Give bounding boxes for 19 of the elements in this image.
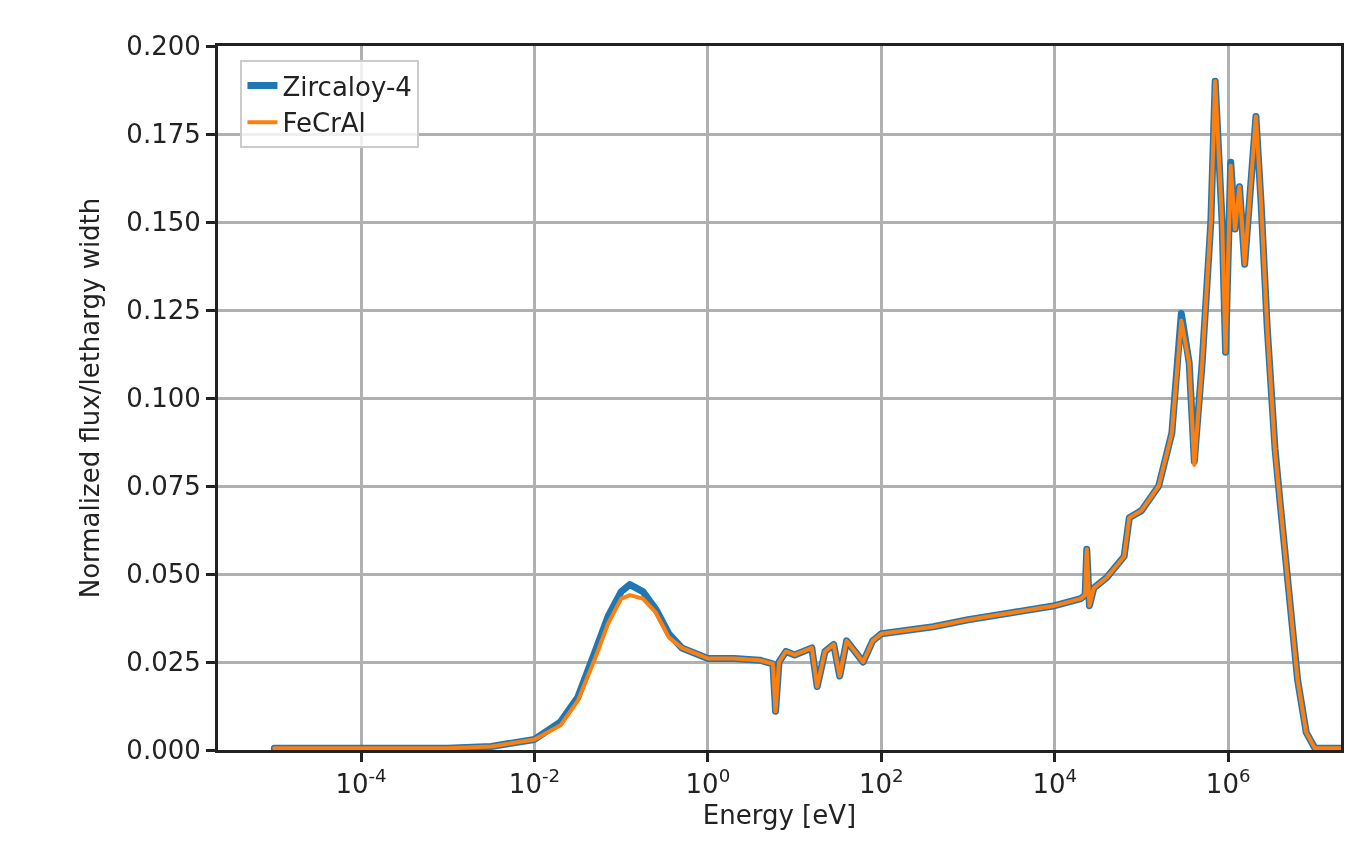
y-tick-label: 0.175 — [126, 119, 201, 150]
x-tick-label: 10$^{0}$ — [685, 765, 731, 800]
y-tick-label: 0.150 — [126, 207, 201, 238]
x-axis-title: Energy [eV] — [702, 799, 857, 830]
legend-label: Zircaloy-4 — [282, 71, 412, 102]
y-axis-title: Normalized flux/lethargy width — [74, 197, 105, 599]
x-tick-label: 10$^{-2}$ — [508, 765, 561, 800]
y-tick-label: 0.125 — [126, 295, 201, 326]
x-tick-label: 10$^{4}$ — [1032, 765, 1078, 800]
y-tick-label: 0.050 — [126, 559, 201, 590]
x-tick-label: 10$^{2}$ — [858, 765, 904, 800]
x-tick-label: 10$^{6}$ — [1205, 765, 1251, 800]
y-tick-label: 0.075 — [126, 471, 201, 502]
y-tick-label: 0.200 — [126, 31, 201, 62]
y-tick-label: 0.025 — [126, 647, 201, 678]
y-tick-label: 0.000 — [126, 735, 201, 766]
x-tick-label: 10$^{-4}$ — [335, 765, 387, 800]
legend-label: FeCrAl — [282, 108, 366, 139]
y-tick-label: 0.100 — [126, 383, 201, 414]
